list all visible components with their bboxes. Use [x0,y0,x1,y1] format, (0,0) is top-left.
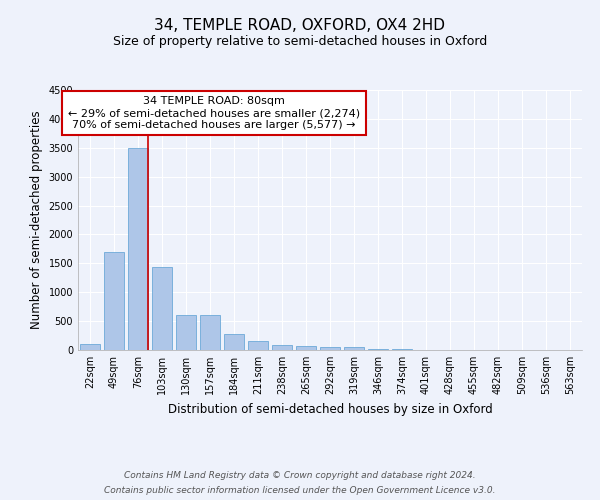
Bar [272,345,292,350]
Text: 34, TEMPLE ROAD, OXFORD, OX4 2HD: 34, TEMPLE ROAD, OXFORD, OX4 2HD [155,18,445,32]
Text: Size of property relative to semi-detached houses in Oxford: Size of property relative to semi-detach… [113,35,487,48]
Bar [368,349,388,350]
Bar [80,344,100,350]
Bar [344,348,364,350]
Bar [248,342,268,350]
Text: Contains public sector information licensed under the Open Government Licence v3: Contains public sector information licen… [104,486,496,495]
Bar [320,347,340,350]
Bar [152,268,172,350]
Bar [224,334,244,350]
Bar [176,315,196,350]
Text: Contains HM Land Registry data © Crown copyright and database right 2024.: Contains HM Land Registry data © Crown c… [124,471,476,480]
Y-axis label: Number of semi-detached properties: Number of semi-detached properties [30,110,43,330]
Bar [200,315,220,350]
Bar [296,346,316,350]
X-axis label: Distribution of semi-detached houses by size in Oxford: Distribution of semi-detached houses by … [167,402,493,415]
Text: 34 TEMPLE ROAD: 80sqm
← 29% of semi-detached houses are smaller (2,274)
70% of s: 34 TEMPLE ROAD: 80sqm ← 29% of semi-deta… [68,96,360,130]
Bar [128,148,148,350]
Bar [104,252,124,350]
